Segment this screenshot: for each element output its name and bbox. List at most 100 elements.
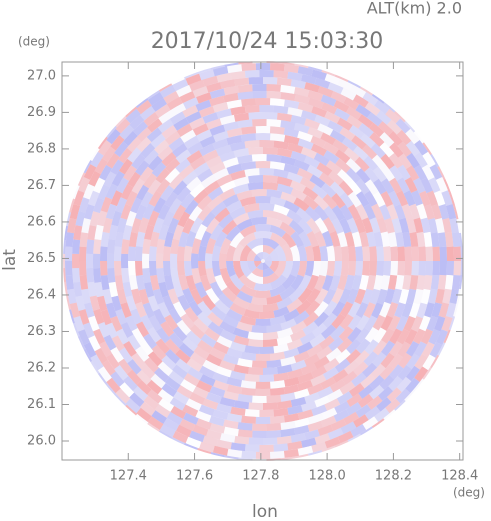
echo-cell: [420, 328, 433, 345]
echo-cell: [280, 84, 296, 94]
echo-cell: [136, 99, 152, 115]
echo-cell: [223, 92, 239, 103]
echo-cell: [421, 341, 435, 358]
echo-cell: [226, 347, 243, 359]
echo-cell: [237, 457, 253, 461]
echo-cell: [182, 105, 199, 118]
echo-cell: [306, 230, 319, 248]
echo-cell: [189, 182, 206, 198]
echo-cell: [372, 339, 387, 356]
echo-cell: [314, 77, 331, 89]
echo-cell: [320, 94, 337, 107]
echo-cell: [404, 177, 418, 193]
echo-cell: [79, 274, 89, 290]
echo-cell: [225, 225, 241, 242]
echo-cell: [388, 353, 404, 370]
echo-cell: [219, 188, 236, 202]
echo-cell: [320, 415, 337, 428]
echo-cell: [194, 281, 208, 299]
echo-cell: [244, 140, 260, 149]
echo-cell: [259, 203, 275, 212]
echo-cell: [158, 110, 175, 124]
echo-cell: [422, 151, 436, 168]
echo-cell: [244, 373, 260, 382]
echo-cell: [429, 342, 443, 358]
echo-cell: [205, 392, 222, 404]
echo-cell: [396, 129, 412, 146]
echo-cell: [310, 135, 327, 148]
echo-cell: [239, 196, 257, 207]
echo-cell: [180, 192, 195, 209]
echo-cell: [409, 302, 421, 319]
echo-cell: [283, 127, 300, 138]
echo-cell: [94, 224, 104, 241]
echo-cell: [255, 62, 271, 71]
echo-cell: [108, 281, 119, 298]
echo-cell: [420, 217, 431, 234]
echo-cell: [164, 349, 181, 364]
echo-cell: [144, 357, 159, 373]
echo-cell: [236, 321, 253, 333]
echo-cell: [360, 133, 376, 149]
echo-cell: [226, 261, 236, 278]
echo-cell: [296, 341, 313, 355]
echo-cell: [369, 246, 377, 261]
echo-cell: [353, 361, 369, 377]
echo-cell: [136, 127, 152, 143]
echo-cell: [129, 114, 145, 130]
x-tick-label: 128.0: [309, 469, 346, 484]
y-unit: (deg): [18, 35, 50, 49]
echo-cell: [185, 73, 202, 86]
echo-cell: [205, 287, 220, 305]
echo-cell: [158, 281, 170, 298]
chart-title: 2017/10/24 15:03:30: [151, 29, 384, 54]
echo-cell: [389, 177, 403, 194]
echo-cell: [345, 106, 362, 120]
echo-cell: [397, 141, 412, 157]
echo-cell: [290, 188, 307, 202]
echo-cell: [100, 246, 108, 261]
echo-cell: [297, 245, 307, 261]
echo-cell: [255, 98, 271, 106]
echo-cell: [401, 302, 413, 319]
echo-cell: [355, 178, 370, 195]
echo-cell: [254, 261, 262, 268]
echo-cell: [270, 380, 286, 389]
echo-cell: [263, 175, 278, 184]
y-tick-label: 26.4: [27, 287, 56, 302]
echo-cell: [318, 172, 335, 187]
echo-cell: [331, 218, 344, 234]
echo-cell: [317, 86, 334, 98]
echo-cell: [296, 167, 313, 181]
echo-cell: [322, 217, 336, 234]
echo-cell: [234, 435, 250, 445]
echo-cell: [420, 288, 431, 305]
echo-cell: [304, 118, 321, 130]
echo-cell: [301, 74, 317, 85]
echo-cell: [373, 275, 384, 291]
echo-cell: [325, 160, 342, 175]
echo-cell: [327, 388, 344, 402]
echo-cell: [97, 322, 110, 338]
echo-cell: [441, 190, 453, 206]
echo-cell: [386, 387, 402, 403]
echo-cell: [156, 267, 166, 284]
echo-cell: [135, 346, 150, 362]
echo-cell: [102, 217, 113, 234]
echo-cell: [327, 427, 344, 440]
echo-cell: [142, 203, 155, 220]
echo-cell: [193, 162, 210, 177]
echo-cell: [83, 164, 97, 180]
echo-cell: [307, 126, 324, 139]
echo-cell: [65, 246, 73, 261]
echo-cell: [338, 180, 354, 196]
echo-cell: [409, 274, 419, 291]
echo-cell: [233, 147, 250, 158]
echo-cell: [131, 153, 146, 170]
echo-cell: [395, 190, 409, 207]
echo-cell: [199, 365, 216, 379]
echo-cell: [90, 354, 104, 371]
echo-cell: [204, 327, 220, 342]
echo-cell: [411, 190, 424, 206]
echo-cell: [264, 261, 272, 268]
